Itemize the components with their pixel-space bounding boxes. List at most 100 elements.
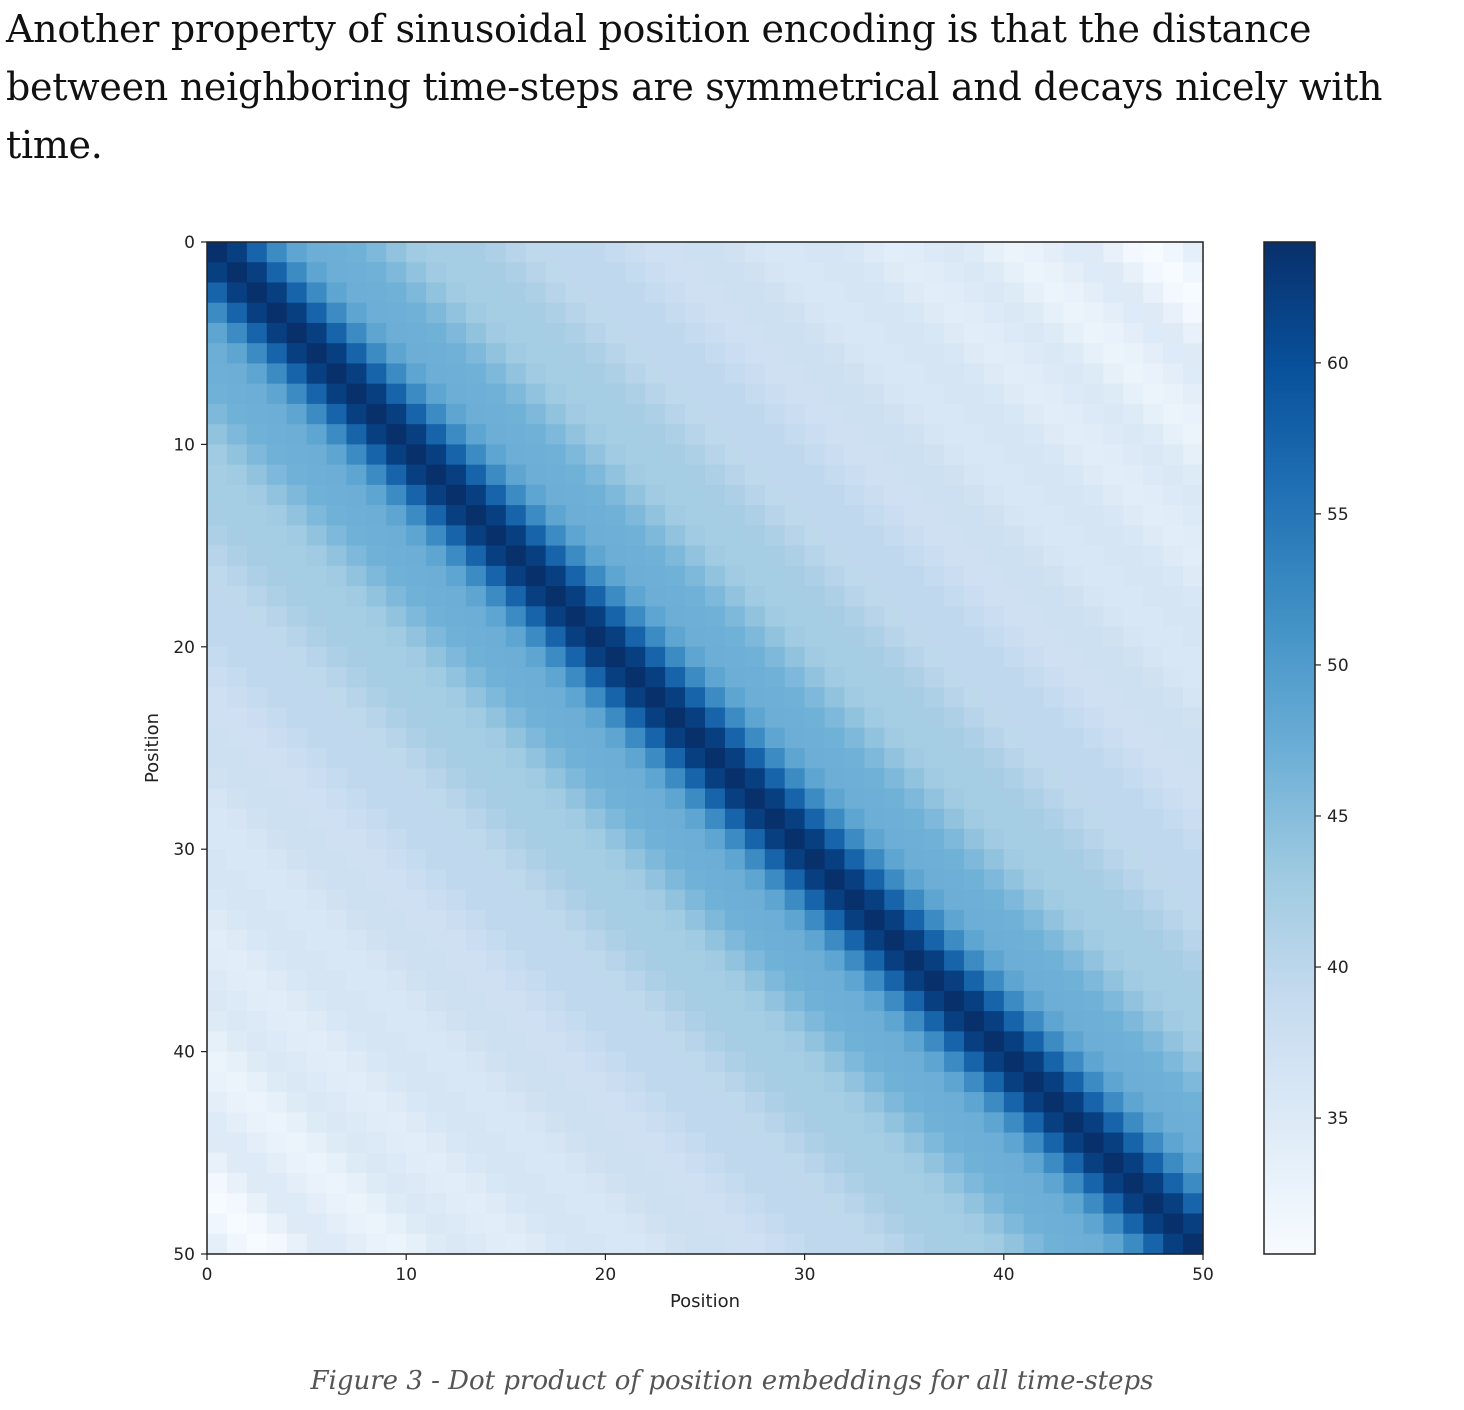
heatmap-cell [1183,869,1204,891]
heatmap-cell [625,1011,646,1032]
heatmap-cell [565,667,587,688]
heatmap-cell [465,363,487,385]
heatmap-cell [844,1152,865,1174]
heatmap-cell [605,950,626,972]
heatmap-cell [585,950,606,972]
heatmap-cell [406,1051,427,1073]
heatmap-cell [705,1011,726,1032]
heatmap-cell [764,545,786,567]
heatmap-cell [844,626,865,648]
heatmap-cell [505,484,527,506]
heatmap-cell [505,586,527,607]
heatmap-cell [545,1152,567,1174]
heatmap-cell [346,1071,367,1093]
heatmap-cell [944,1011,965,1032]
heatmap-cell [744,545,766,567]
heatmap-cell [1063,869,1085,891]
heatmap-cell [1063,444,1085,466]
heatmap-cell [1103,707,1124,729]
heatmap-cell [983,363,1005,385]
heatmap-cell [1083,1193,1104,1215]
heatmap-cell [306,950,328,972]
heatmap-cell [545,828,567,850]
heatmap-cell [366,748,387,769]
heatmap-cell [505,1071,527,1093]
heatmap-cell [1063,343,1085,365]
heatmap-cell [1043,1213,1065,1235]
heatmap-cell [366,1152,387,1174]
heatmap-cell [665,930,686,951]
heatmap-cell [1063,1173,1085,1194]
heatmap-cell [446,889,467,911]
heatmap-cell [1183,990,1204,1012]
heatmap-cell [1083,869,1104,891]
heatmap-cell [386,748,407,769]
heatmap-cell [585,484,606,506]
heatmap-cell [705,869,726,891]
heatmap-cell [605,1011,626,1032]
heatmap-cell [446,1132,467,1154]
heatmap-cell [705,1233,726,1255]
heatmap-cell [1083,687,1104,709]
heatmap-cell [226,727,248,749]
heatmap-cell [963,646,985,668]
heatmap-cell [844,242,865,263]
heatmap-cell [426,1031,447,1053]
heatmap-cell [744,1051,766,1073]
heatmap-cell [1183,687,1204,709]
heatmap-cell [426,484,447,506]
heatmap-cell [1023,626,1045,648]
heatmap-cell [266,1213,288,1235]
heatmap-cell [844,1233,865,1255]
heatmap-cell [326,525,348,547]
heatmap-cell [944,545,965,567]
heatmap-cell [924,808,945,830]
heatmap-cell [386,667,407,688]
heatmap-cell [824,262,846,284]
heatmap-cell [207,1233,228,1255]
heatmap-cell [1043,242,1065,263]
heatmap-cell [924,343,945,365]
heatmap-cell [585,909,606,931]
heatmap-cell [665,363,686,385]
heatmap-cell [784,909,806,931]
heatmap-cell [286,545,308,567]
heatmap-cell [545,343,567,365]
heatmap-cell [386,930,407,951]
heatmap-cell [904,1173,925,1194]
heatmap-cell [505,667,527,688]
heatmap-cell [1063,828,1085,850]
heatmap-cell [625,828,646,850]
heatmap-cell [226,909,248,931]
heatmap-cell [1023,707,1045,729]
heatmap-cell [744,1152,766,1174]
heatmap-cell [744,950,766,972]
heatmap-cell [525,363,547,385]
heatmap-cell [1063,262,1085,284]
heatmap-cell [904,1031,925,1053]
heatmap-cell [306,707,328,729]
heatmap-cell [1083,1132,1104,1154]
heatmap-cell [685,1213,706,1235]
heatmap-cell [764,808,786,830]
heatmap-cell [286,889,308,911]
heatmap-cell [1143,424,1164,445]
heatmap-cell [1003,1132,1025,1154]
heatmap-cell [963,282,985,304]
heatmap-cell [605,525,626,547]
heatmap-cell [266,1092,288,1113]
heatmap-cell [346,262,367,284]
heatmap-cell [426,302,447,324]
heatmap-cell [1143,828,1164,850]
heatmap-cell [804,727,826,749]
heatmap-cell [784,1173,806,1194]
heatmap-cell [1163,707,1184,729]
heatmap-cell [1043,282,1065,304]
heatmap-cell [386,242,407,263]
heatmap-cell [983,990,1005,1012]
x-tick-label: 20 [595,1265,617,1285]
heatmap-cell [1143,1193,1164,1215]
heatmap-cell [864,1011,885,1032]
heatmap-cell [1123,505,1144,526]
